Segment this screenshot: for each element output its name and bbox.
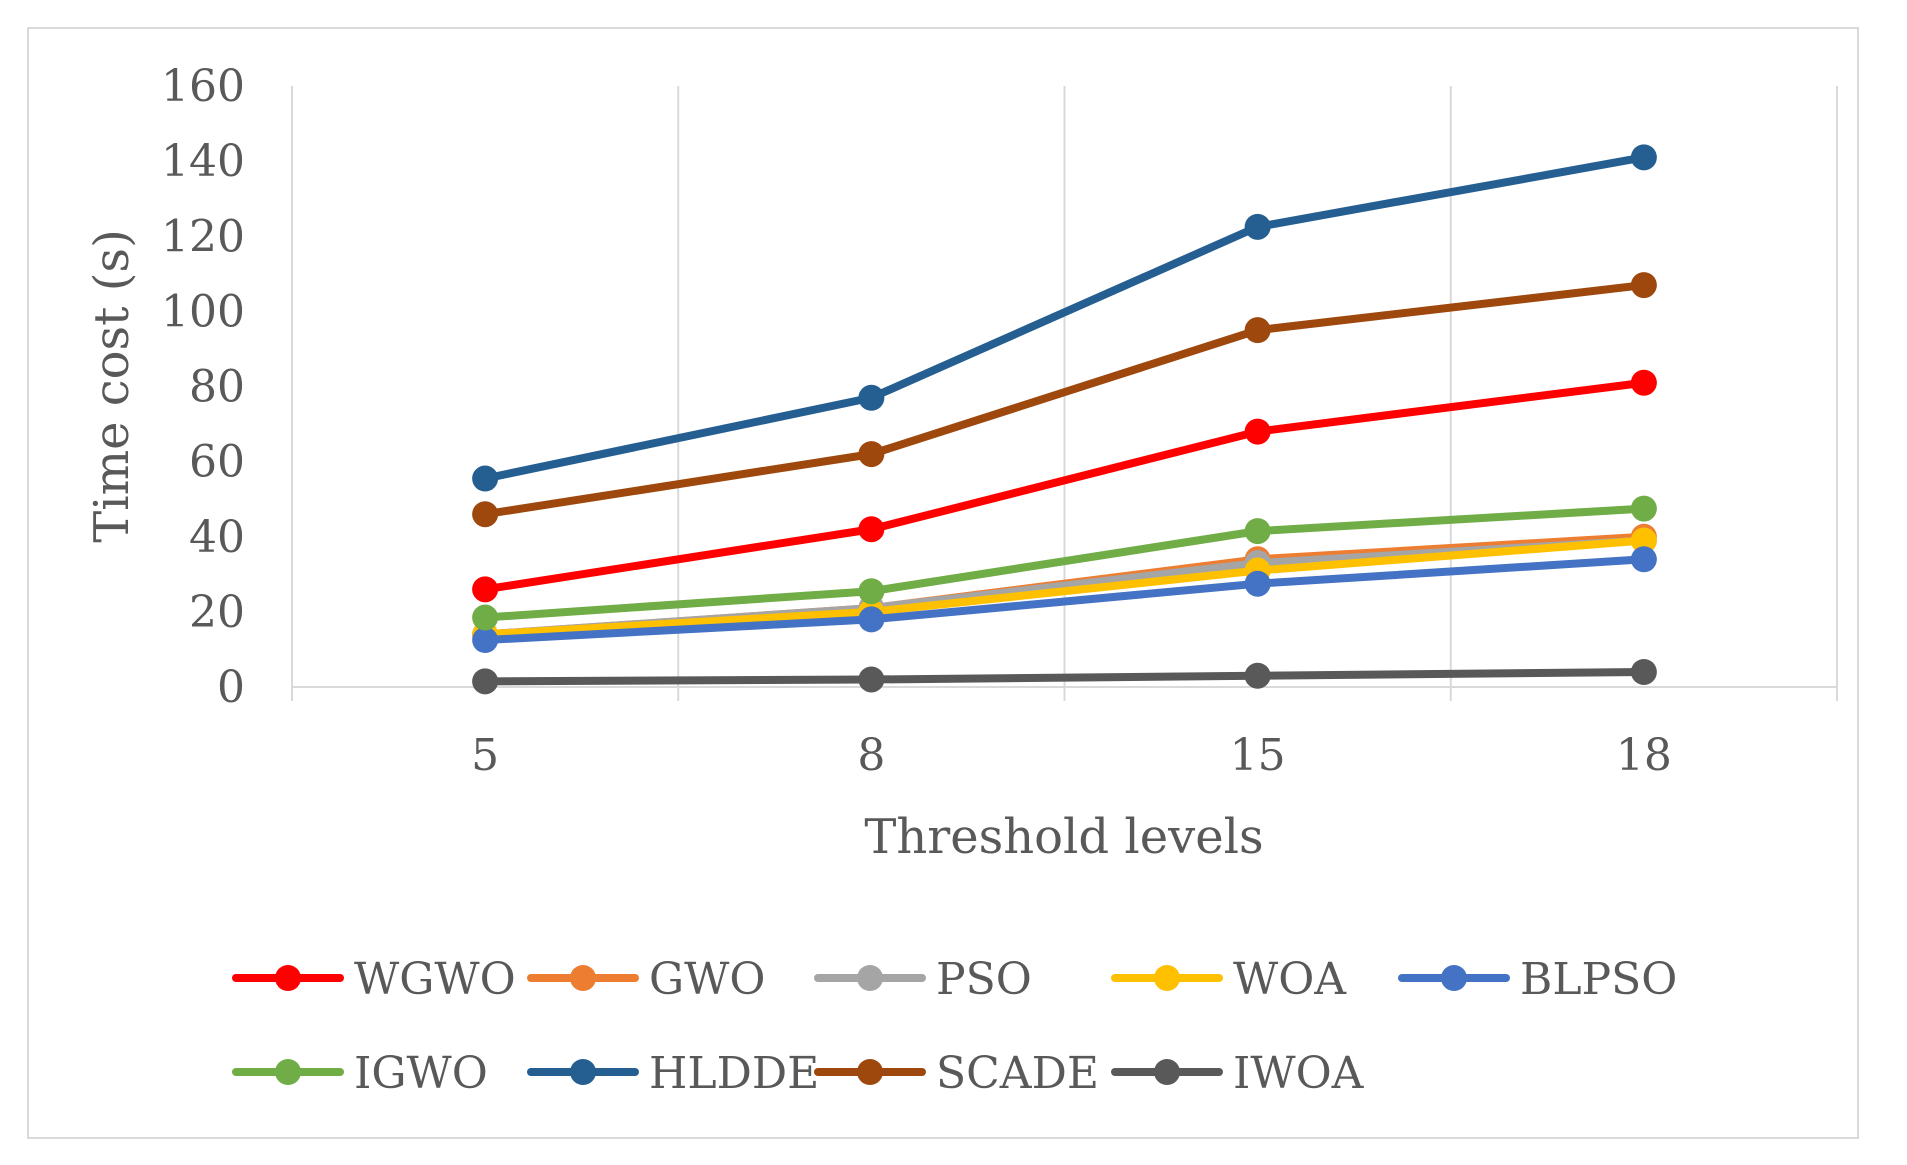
x-tick-label: 5 xyxy=(471,730,499,781)
data-point xyxy=(472,501,499,528)
data-point xyxy=(858,606,885,633)
series-line xyxy=(481,281,1648,519)
legend-label: BLPSO xyxy=(1520,954,1677,1005)
legend-label: HLDDE xyxy=(649,1048,819,1099)
data-point xyxy=(1630,369,1657,396)
data-point xyxy=(472,604,499,631)
x-axis-title: Threshold levels xyxy=(864,809,1263,865)
legend-swatch-marker xyxy=(857,965,883,991)
y-tick-label: 160 xyxy=(161,61,245,112)
y-tick-label: 140 xyxy=(161,136,245,187)
data-point xyxy=(858,516,885,543)
series-iwoa xyxy=(472,658,1657,695)
series-line xyxy=(481,667,1648,686)
legend-label: WOA xyxy=(1233,954,1347,1005)
data-point xyxy=(1244,518,1271,545)
data-point xyxy=(1630,495,1657,522)
legend-item-woa: WOA xyxy=(1111,954,1347,1005)
legend-label: IGWO xyxy=(354,1048,488,1099)
data-point xyxy=(472,465,499,492)
y-tick-label: 80 xyxy=(189,362,245,413)
legend-label: IWOA xyxy=(1233,1048,1365,1099)
series-igwo xyxy=(472,495,1657,631)
data-point xyxy=(1630,546,1657,573)
series-line xyxy=(481,536,1648,639)
legend: WGWO GWO PSO WOA BLPSO IGWO HLDDE SCADE IWOA xyxy=(232,954,1677,1099)
legend-swatch-marker xyxy=(275,965,301,991)
data-point xyxy=(858,384,885,411)
legend-item-scade: SCADE xyxy=(814,1048,1099,1099)
legend-item-blpso: BLPSO xyxy=(1398,954,1677,1005)
series-line xyxy=(481,504,1648,622)
x-tick-labels: 5 8 15 18 xyxy=(471,730,1672,781)
series-wgwo xyxy=(472,369,1657,603)
gridlines xyxy=(291,86,1838,687)
series-line xyxy=(481,153,1648,483)
legend-swatch-marker xyxy=(570,1059,596,1085)
series-lines xyxy=(472,144,1657,695)
legend-item-igwo: IGWO xyxy=(232,1048,488,1099)
legend-item-gwo: GWO xyxy=(527,954,765,1005)
data-point xyxy=(1244,317,1271,344)
y-tick-label: 20 xyxy=(189,587,245,638)
legend-label: SCADE xyxy=(936,1048,1099,1099)
data-point xyxy=(1630,527,1657,554)
legend-label: PSO xyxy=(936,954,1032,1005)
series-scade xyxy=(472,272,1657,528)
x-tick-label: 8 xyxy=(857,730,885,781)
x-tick-label: 15 xyxy=(1230,730,1286,781)
series-hldde xyxy=(472,144,1657,492)
data-point xyxy=(858,578,885,605)
legend-swatch-marker xyxy=(857,1059,883,1085)
data-point xyxy=(1244,418,1271,445)
legend-label: WGWO xyxy=(354,954,516,1005)
y-axis-title: Time cost (s) xyxy=(84,229,140,543)
series-blpso xyxy=(472,546,1657,654)
legend-swatch-marker xyxy=(1154,965,1180,991)
data-point xyxy=(1244,662,1271,689)
series-line xyxy=(481,378,1648,594)
x-axis xyxy=(291,686,1838,701)
y-tick-label: 0 xyxy=(217,662,245,713)
legend-swatch-marker xyxy=(1154,1059,1180,1085)
data-point xyxy=(472,668,499,695)
data-point xyxy=(1630,144,1657,171)
y-tick-label: 40 xyxy=(189,512,245,563)
legend-item-iwoa: IWOA xyxy=(1111,1048,1365,1099)
series-line xyxy=(481,555,1648,645)
y-tick-label: 120 xyxy=(161,211,245,262)
data-point xyxy=(1244,570,1271,597)
legend-swatch-marker xyxy=(570,965,596,991)
legend-swatch-marker xyxy=(275,1059,301,1085)
y-tick-labels: 0 20 40 60 80 100 120 140 160 xyxy=(161,61,245,713)
data-point xyxy=(1630,272,1657,299)
legend-label: GWO xyxy=(649,954,765,1005)
y-tick-label: 60 xyxy=(189,437,245,488)
x-tick-label: 18 xyxy=(1616,730,1672,781)
legend-item-hldde: HLDDE xyxy=(527,1048,819,1099)
legend-item-wgwo: WGWO xyxy=(232,954,516,1005)
data-point xyxy=(472,627,499,654)
y-tick-label: 100 xyxy=(161,286,245,337)
data-point xyxy=(472,576,499,603)
legend-item-pso: PSO xyxy=(814,954,1032,1005)
data-point xyxy=(858,666,885,693)
data-point xyxy=(1244,213,1271,240)
legend-swatch-marker xyxy=(1441,965,1467,991)
data-point xyxy=(858,441,885,468)
data-point xyxy=(1630,658,1657,685)
